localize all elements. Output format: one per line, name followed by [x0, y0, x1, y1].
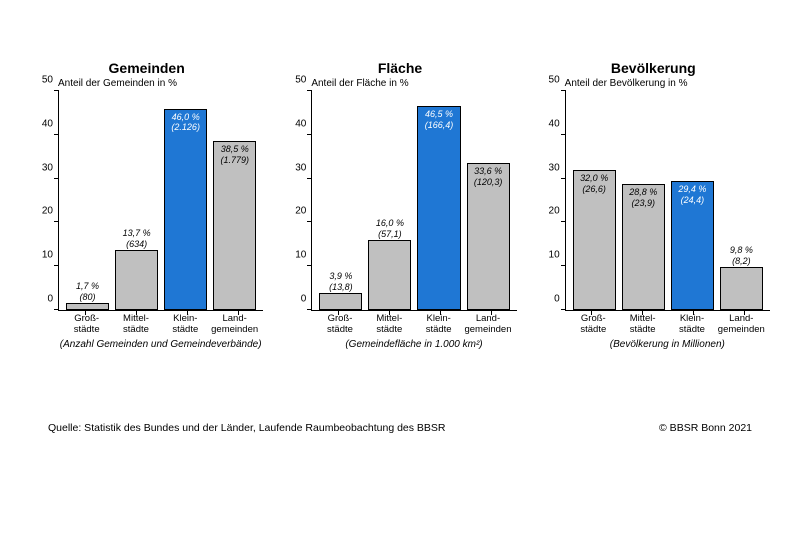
panel-title: Gemeinden — [30, 60, 263, 76]
bar-value-label: 1,7 %(80) — [76, 281, 99, 303]
bar-value-label: 46,0 %(2.126) — [171, 112, 200, 134]
bar-slot: 46,0 %(2.126) — [161, 91, 210, 310]
bar: 38,5 %(1.779) — [213, 141, 256, 310]
x-axis-label: Klein-städte — [161, 311, 210, 336]
bar-value-label: 16,0 %(57,1) — [376, 218, 404, 240]
y-axis-label: 0 — [554, 294, 560, 305]
bar-slot: 9,8 %(8,2) — [717, 91, 766, 310]
y-axis-label: 40 — [549, 118, 560, 129]
bar-slot: 33,6 %(120,3) — [464, 91, 513, 310]
y-axis-label: 10 — [549, 250, 560, 261]
x-axis-label: Groß-städte — [569, 311, 618, 336]
chart-footer: Quelle: Statistik des Bundes und der Län… — [48, 422, 752, 434]
x-axis-label: Groß-städte — [315, 311, 364, 336]
chart-panel: Bevölkerung Anteil der Bevölkerung in % 0 1… — [537, 60, 770, 350]
bar: 46,5 %(166,4) — [417, 106, 460, 310]
bar-slot: 1,7 %(80) — [63, 91, 112, 310]
bar-slot: 38,5 %(1.779) — [210, 91, 259, 310]
bar-value-label: 32,0 %(26,6) — [580, 173, 608, 195]
panel-note: (Bevölkerung in Millionen) — [565, 339, 770, 350]
bar-value-label: 38,5 %(1.779) — [221, 144, 250, 166]
y-axis-label: 0 — [47, 294, 53, 305]
bar-value-label: 13,7 %(634) — [123, 228, 151, 250]
plot-area: 0102030405032,0 %(26,6)28,8 %(23,9)29,4 … — [565, 91, 770, 311]
y-axis-label: 10 — [42, 250, 53, 261]
x-axis-label: Land-gemeinden — [717, 311, 766, 336]
panel-note: (Anzahl Gemeinden und Gemeindeverbände) — [58, 339, 263, 350]
bars-container: 1,7 %(80) 13,7 %(634) 46,0 %(2.126) 38,5 %(… — [59, 91, 263, 310]
bar: 1,7 %(80) — [66, 303, 109, 310]
y-axis-label: 20 — [42, 206, 53, 217]
bar: 29,4 %(24,4) — [671, 181, 714, 310]
x-axis-label: Klein-städte — [667, 311, 716, 336]
x-axis-label: Land-gemeinden — [463, 311, 512, 336]
bar-slot: 13,7 %(634) — [112, 91, 161, 310]
bar: 33,6 %(120,3) — [467, 163, 510, 310]
bar: 32,0 %(26,6) — [573, 170, 616, 310]
panel-subtitle: Anteil der Fläche in % — [311, 78, 516, 89]
x-axis-label: Groß-städte — [62, 311, 111, 336]
y-axis-label: 0 — [301, 294, 307, 305]
x-axis-labels: Groß-städteMittel-städteKlein-städteLand… — [58, 311, 263, 336]
y-axis-label: 20 — [295, 206, 306, 217]
chart-panel: Fläche Anteil der Fläche in % 0 10 20 30 40 50 3… — [283, 60, 516, 350]
source-text: Quelle: Statistik des Bundes und der Län… — [48, 422, 446, 434]
bar-value-label: 3,9 %(13,8) — [329, 271, 353, 293]
bar-value-label: 28,8 %(23,9) — [629, 187, 657, 209]
bar-slot: 32,0 %(26,6) — [570, 91, 619, 310]
panel-title: Fläche — [283, 60, 516, 76]
bar-slot: 16,0 %(57,1) — [365, 91, 414, 310]
bar-value-label: 29,4 %(24,4) — [678, 184, 706, 206]
bar-value-label: 46,5 %(166,4) — [425, 109, 454, 131]
bars-container: 3,9 %(13,8) 16,0 %(57,1) 46,5 %(166,4) 33,6… — [312, 91, 516, 310]
bar-slot: 3,9 %(13,8) — [316, 91, 365, 310]
y-axis-label: 50 — [295, 75, 306, 86]
y-axis-label: 10 — [295, 250, 306, 261]
bar: 3,9 %(13,8) — [319, 293, 362, 310]
y-axis-label: 40 — [295, 118, 306, 129]
panel-title: Bevölkerung — [537, 60, 770, 76]
x-axis-label: Land-gemeinden — [210, 311, 259, 336]
y-axis-label: 50 — [549, 75, 560, 86]
bar-value-label: 9,8 %(8,2) — [730, 245, 753, 267]
plot-area: 010203040501,7 %(80)13,7 %(634)46,0 %(2.… — [58, 91, 263, 311]
bar: 28,8 %(23,9) — [622, 184, 665, 310]
y-axis-label: 50 — [42, 75, 53, 86]
y-axis-label: 30 — [295, 162, 306, 173]
bar: 13,7 %(634) — [115, 250, 158, 310]
y-axis-label: 20 — [549, 206, 560, 217]
plot-area: 010203040503,9 %(13,8)16,0 %(57,1)46,5 %… — [311, 91, 516, 311]
bars-container: 32,0 %(26,6) 28,8 %(23,9) 29,4 %(24,4) 9,8 … — [566, 91, 770, 310]
copyright-text: © BBSR Bonn 2021 — [659, 422, 752, 434]
panel-subtitle: Anteil der Bevölkerung in % — [565, 78, 770, 89]
bar: 9,8 %(8,2) — [720, 267, 763, 310]
bar-slot: 29,4 %(24,4) — [668, 91, 717, 310]
bar: 16,0 %(57,1) — [368, 240, 411, 310]
chart-row: Gemeinden Anteil der Gemeinden in % 0 10 20 3… — [0, 0, 800, 350]
y-axis-label: 30 — [42, 162, 53, 173]
panel-note: (Gemeindefläche in 1.000 km²) — [311, 339, 516, 350]
y-axis-label: 40 — [42, 118, 53, 129]
bar-slot: 46,5 %(166,4) — [414, 91, 463, 310]
y-axis-label: 30 — [549, 162, 560, 173]
bar-slot: 28,8 %(23,9) — [619, 91, 668, 310]
x-axis-label: Klein-städte — [414, 311, 463, 336]
bar: 46,0 %(2.126) — [164, 109, 207, 310]
chart-panel: Gemeinden Anteil der Gemeinden in % 0 10 20 3… — [30, 60, 263, 350]
panel-subtitle: Anteil der Gemeinden in % — [58, 78, 263, 89]
x-axis-labels: Groß-städteMittel-städteKlein-städteLand… — [311, 311, 516, 336]
bar-value-label: 33,6 %(120,3) — [474, 166, 503, 188]
x-axis-labels: Groß-städteMittel-städteKlein-städteLand… — [565, 311, 770, 336]
